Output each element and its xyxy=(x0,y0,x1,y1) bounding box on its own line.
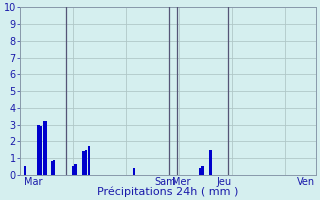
Text: Mar: Mar xyxy=(24,177,42,187)
Bar xyxy=(132,168,135,175)
Text: Mer: Mer xyxy=(172,177,191,187)
Bar xyxy=(85,150,87,175)
Bar xyxy=(45,121,47,175)
Bar xyxy=(37,125,40,175)
Bar xyxy=(201,166,204,175)
Bar xyxy=(209,150,212,175)
Bar xyxy=(82,151,84,175)
Bar xyxy=(51,161,53,175)
Bar xyxy=(199,168,201,175)
Bar xyxy=(40,126,42,175)
Bar xyxy=(24,166,26,175)
Bar xyxy=(74,164,76,175)
Bar xyxy=(53,160,55,175)
Text: Ven: Ven xyxy=(297,177,315,187)
Text: Jeu: Jeu xyxy=(216,177,231,187)
Text: Sam: Sam xyxy=(155,177,176,187)
Bar xyxy=(72,166,74,175)
Bar xyxy=(43,121,45,175)
X-axis label: Précipitations 24h ( mm ): Précipitations 24h ( mm ) xyxy=(97,186,239,197)
Bar xyxy=(88,146,90,175)
